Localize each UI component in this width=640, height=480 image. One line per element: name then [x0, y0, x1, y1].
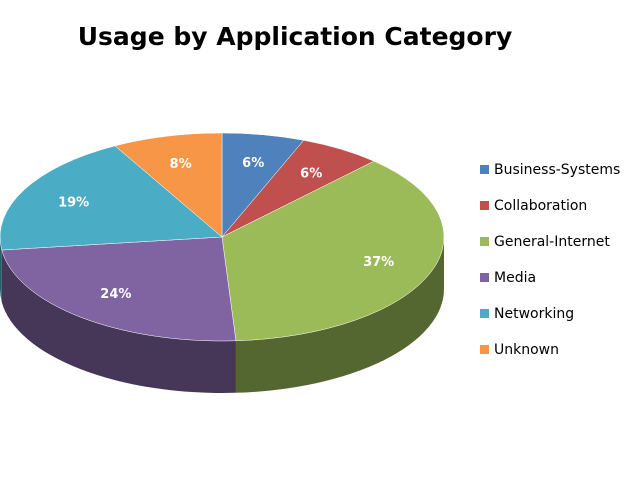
legend-label: Collaboration: [494, 198, 587, 214]
legend-label: Business-Systems: [494, 162, 620, 178]
slice: [221, 160, 445, 342]
data-label: 6%: [300, 166, 322, 181]
slice: [1, 236, 237, 342]
side-walls: [0, 237, 444, 393]
legend-swatch: [480, 237, 489, 246]
legend: Business-Systems Collaboration General-Int…: [480, 162, 620, 358]
legend-label: Media: [494, 270, 536, 286]
data-label: 37%: [363, 255, 394, 270]
slice-side: [235, 237, 444, 393]
data-label: 19%: [58, 196, 89, 211]
pie: 6% 6% 37% 24% 19% 8%: [0, 132, 445, 393]
slice: [114, 132, 223, 238]
legend-swatch: [480, 165, 489, 174]
legend-label: General-Internet: [494, 234, 610, 250]
top-faces: [0, 132, 445, 342]
slice-side: [1, 250, 236, 393]
data-label: 24%: [100, 287, 131, 302]
data-labels: 6% 6% 37% 24% 19% 8%: [58, 156, 394, 302]
legend-swatch: [480, 273, 489, 282]
legend-label: Unknown: [494, 342, 559, 358]
data-label: 6%: [242, 156, 264, 171]
slice: [0, 145, 223, 251]
chart-title: Usage by Application Category: [78, 22, 513, 51]
legend-swatch: [480, 201, 489, 210]
data-label: 8%: [170, 157, 192, 172]
legend-swatch: [480, 345, 489, 354]
legend-swatch: [480, 309, 489, 318]
legend-label: Networking: [494, 306, 574, 322]
slice-side: [0, 237, 2, 303]
